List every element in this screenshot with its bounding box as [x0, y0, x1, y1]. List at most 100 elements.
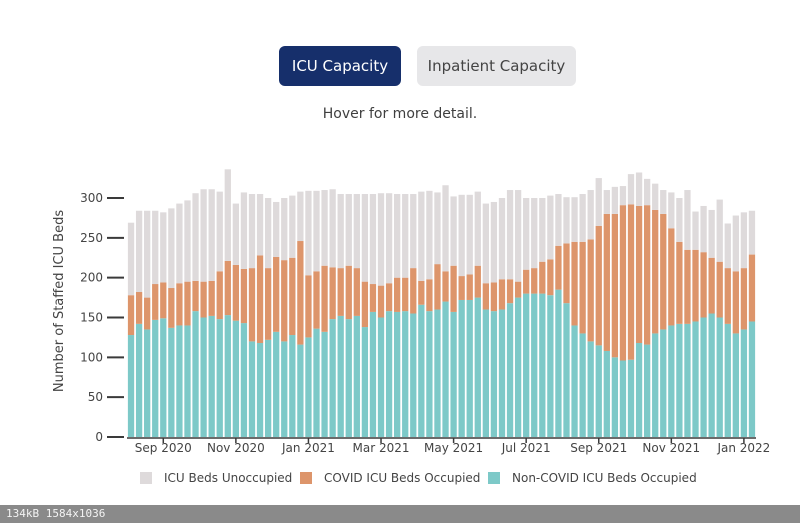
bar-unoccupied[interactable] — [369, 194, 377, 285]
bar-unoccupied[interactable] — [240, 192, 248, 269]
bar-unoccupied[interactable] — [281, 198, 288, 261]
bar-covid[interactable] — [385, 283, 393, 312]
bar-covid[interactable] — [619, 205, 627, 361]
bar-noncovid[interactable] — [442, 301, 449, 437]
bar-noncovid[interactable] — [305, 337, 312, 437]
bar-covid[interactable] — [563, 243, 570, 304]
bar-unoccupied[interactable] — [458, 194, 465, 277]
bar-unoccupied[interactable] — [482, 203, 489, 284]
bar-noncovid[interactable] — [563, 303, 570, 437]
bar-covid[interactable] — [135, 292, 143, 324]
bar-unoccupied[interactable] — [563, 197, 570, 244]
bar-unoccupied[interactable] — [531, 198, 538, 269]
bar-noncovid[interactable] — [127, 335, 135, 437]
bar-covid[interactable] — [321, 265, 328, 332]
bar-unoccupied[interactable] — [547, 195, 554, 260]
bar-covid[interactable] — [603, 213, 610, 351]
bar-unoccupied[interactable] — [740, 212, 748, 269]
bar-covid[interactable] — [595, 225, 602, 346]
bar-covid[interactable] — [676, 241, 683, 324]
bar-covid[interactable] — [402, 277, 409, 312]
bar-covid[interactable] — [248, 268, 256, 342]
bar-unoccupied[interactable] — [571, 197, 578, 242]
bar-noncovid[interactable] — [176, 325, 183, 437]
bar-covid[interactable] — [184, 281, 191, 326]
bar-covid[interactable] — [353, 268, 360, 316]
legend-item-covid[interactable]: COVID ICU Beds Occupied — [300, 471, 480, 485]
bar-unoccupied[interactable] — [273, 201, 280, 257]
bar-noncovid[interactable] — [635, 342, 643, 437]
bar-noncovid[interactable] — [329, 319, 336, 437]
bar-unoccupied[interactable] — [498, 198, 506, 280]
legend-item-noncovid[interactable]: Non-COVID ICU Beds Occupied — [488, 471, 697, 485]
bar-covid[interactable] — [329, 267, 336, 320]
bar-covid[interactable] — [345, 265, 352, 320]
bar-noncovid[interactable] — [184, 325, 191, 437]
bar-noncovid[interactable] — [531, 293, 538, 437]
bar-unoccupied[interactable] — [523, 198, 530, 270]
bar-unoccupied[interactable] — [192, 193, 199, 281]
bar-covid[interactable] — [716, 261, 723, 318]
bar-noncovid[interactable] — [748, 321, 756, 437]
bar-noncovid[interactable] — [676, 323, 683, 437]
bar-covid[interactable] — [305, 275, 312, 338]
bar-unoccupied[interactable] — [135, 210, 143, 293]
bar-covid[interactable] — [514, 281, 522, 298]
bar-noncovid[interactable] — [321, 331, 328, 437]
tab-icu-capacity[interactable]: ICU Capacity — [279, 46, 401, 86]
bar-noncovid[interactable] — [248, 341, 256, 437]
bar-unoccupied[interactable] — [514, 190, 522, 282]
bar-covid[interactable] — [684, 249, 691, 324]
bar-covid[interactable] — [708, 257, 715, 314]
bar-noncovid[interactable] — [216, 319, 223, 437]
bar-covid[interactable] — [240, 268, 248, 324]
bar-noncovid[interactable] — [144, 329, 151, 437]
bar-unoccupied[interactable] — [692, 211, 699, 250]
bar-noncovid[interactable] — [264, 339, 272, 437]
bar-covid[interactable] — [418, 280, 425, 305]
bar-noncovid[interactable] — [595, 345, 602, 437]
bar-unoccupied[interactable] — [434, 192, 441, 265]
bar-unoccupied[interactable] — [321, 190, 328, 266]
bar-unoccupied[interactable] — [208, 189, 215, 281]
bar-noncovid[interactable] — [434, 309, 441, 437]
bar-unoccupied[interactable] — [643, 178, 651, 206]
bar-unoccupied[interactable] — [603, 190, 610, 214]
bar-noncovid[interactable] — [345, 319, 352, 437]
bar-unoccupied[interactable] — [652, 183, 659, 210]
bar-noncovid[interactable] — [256, 342, 264, 437]
bar-unoccupied[interactable] — [184, 200, 191, 282]
bar-unoccupied[interactable] — [313, 190, 320, 272]
bar-unoccupied[interactable] — [361, 194, 369, 282]
bar-covid[interactable] — [434, 264, 441, 310]
bar-noncovid[interactable] — [732, 333, 739, 437]
bar-covid[interactable] — [337, 268, 344, 316]
bar-noncovid[interactable] — [571, 325, 578, 437]
bar-covid[interactable] — [611, 213, 619, 358]
bar-covid[interactable] — [450, 265, 457, 312]
bar-unoccupied[interactable] — [305, 190, 312, 276]
bar-covid[interactable] — [748, 254, 756, 322]
bar-covid[interactable] — [442, 271, 449, 302]
bar-covid[interactable] — [216, 271, 223, 320]
bar-noncovid[interactable] — [643, 344, 651, 437]
bar-noncovid[interactable] — [385, 311, 393, 437]
bar-covid[interactable] — [144, 297, 151, 330]
bar-unoccupied[interactable] — [394, 194, 401, 278]
bar-unoccupied[interactable] — [329, 189, 336, 268]
bar-covid[interactable] — [377, 285, 385, 318]
bar-noncovid[interactable] — [692, 321, 699, 437]
bar-noncovid[interactable] — [289, 335, 296, 437]
bar-unoccupied[interactable] — [724, 223, 731, 269]
bar-unoccupied[interactable] — [587, 190, 594, 240]
bar-unoccupied[interactable] — [716, 199, 723, 262]
bar-unoccupied[interactable] — [168, 208, 175, 289]
bar-unoccupied[interactable] — [506, 190, 514, 280]
bar-unoccupied[interactable] — [595, 178, 602, 226]
bar-unoccupied[interactable] — [337, 194, 344, 269]
bar-covid[interactable] — [579, 241, 586, 334]
bar-noncovid[interactable] — [313, 328, 320, 437]
bar-covid[interactable] — [273, 256, 280, 332]
bar-covid[interactable] — [587, 239, 594, 342]
